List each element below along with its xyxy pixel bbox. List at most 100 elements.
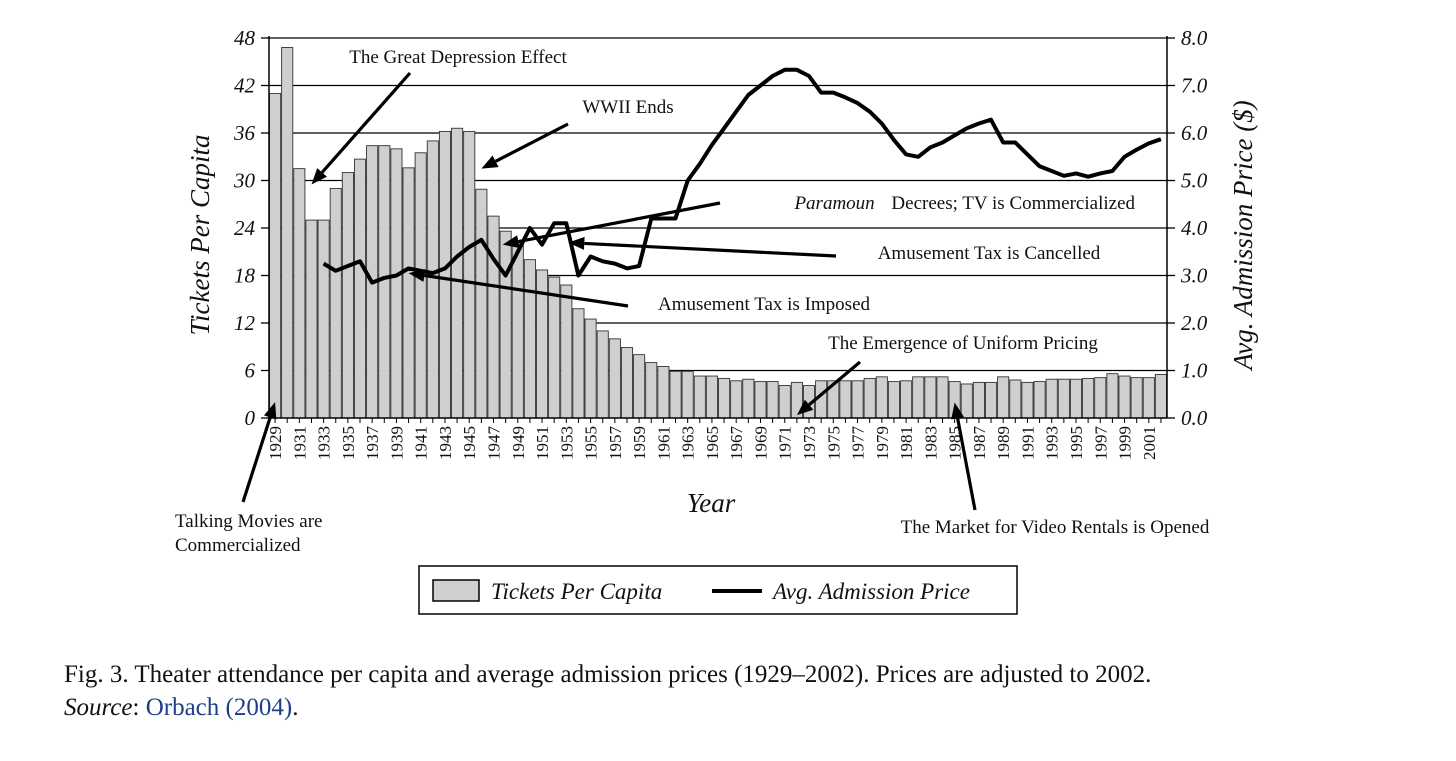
arrow-tax-imposed	[408, 269, 629, 308]
bar	[390, 148, 403, 419]
caption-source-link[interactable]: Orbach (2004)	[145, 694, 293, 721]
y-right-tick-label: 3.0	[1180, 264, 1208, 288]
x-tick-label: 1979	[873, 426, 892, 460]
arrow-head	[502, 235, 520, 248]
bar	[511, 243, 524, 419]
arrow-shaft	[320, 71, 412, 174]
y-left-tick-label: 48	[234, 26, 256, 50]
y-left-tick-label: 24	[234, 216, 256, 240]
x-tick-label: 1951	[533, 426, 552, 460]
y-right-tick-label: 7.0	[1181, 74, 1208, 98]
y-left-tick-label: 30	[233, 169, 256, 193]
bar	[997, 376, 1010, 419]
x-tick-label: 1969	[751, 426, 770, 460]
y-left-tick-label: 18	[234, 264, 256, 288]
x-tick-label: 1983	[921, 426, 940, 460]
bar	[1021, 381, 1034, 419]
bar	[924, 376, 937, 419]
y-left-tick-label: 0	[245, 406, 256, 430]
x-axis-ticks: 1929 1931 1933 1935 1937 1939 1941 1943 1945 1947…	[266, 418, 1162, 461]
x-tick-label: 1957	[606, 426, 625, 461]
bar	[378, 145, 391, 419]
bar	[1009, 379, 1022, 419]
x-tick-label: 1971	[776, 426, 795, 460]
annotation-tax-cancelled: Amusement Tax is Cancelled	[878, 243, 1101, 264]
bar	[912, 376, 925, 419]
bar	[887, 381, 900, 419]
line-series-price	[322, 67, 1162, 285]
bar	[317, 219, 330, 419]
x-tick-label: 1933	[315, 426, 334, 460]
y-axis-left-title: Tickets Per Capita	[185, 135, 215, 336]
bar	[718, 377, 731, 419]
arrow-tax-cancelled	[568, 236, 837, 258]
bar	[742, 378, 755, 419]
bar-series-tickets	[269, 47, 1167, 419]
y-axis-right-title: Avg. Admission Price ($)	[1228, 100, 1258, 371]
bar	[560, 284, 573, 419]
arrow-shaft	[241, 416, 272, 503]
x-tick-label: 1941	[412, 426, 431, 460]
annotation-paramount-italic: Paramoun	[793, 193, 874, 214]
x-tick-label: 1961	[654, 426, 673, 460]
bar	[293, 168, 306, 419]
bar	[487, 215, 500, 419]
legend: Tickets Per Capita Avg. Admission Price	[418, 565, 1018, 615]
arrow-shaft	[956, 417, 977, 511]
bar	[657, 366, 670, 419]
y-left-tick-label: 12	[234, 311, 256, 335]
arrow-shaft	[518, 201, 721, 244]
arrow-paramount	[502, 201, 721, 248]
y-right-tick-label: 8.0	[1181, 26, 1208, 50]
arrow-head	[951, 402, 964, 420]
bar	[1082, 377, 1095, 419]
bar	[936, 376, 949, 419]
x-tick-label: 1949	[509, 426, 528, 460]
bar	[620, 347, 634, 419]
bar	[1154, 374, 1167, 419]
bar	[900, 380, 913, 419]
bar	[681, 370, 694, 419]
bar	[851, 380, 864, 419]
bar	[438, 130, 451, 419]
arrow-head	[311, 168, 327, 185]
x-tick-label: 1943	[436, 426, 455, 460]
bar	[633, 354, 646, 419]
bar	[754, 381, 767, 419]
chart: 0 6 12 18 24 30 36 42 48 0.0 1.0 2.0 3.0 4.0 5.0 6.0 7.…	[175, 26, 1258, 615]
bar	[341, 172, 354, 419]
arrow-wwii-ends	[481, 122, 569, 169]
arrow-head	[481, 155, 499, 169]
arrow-head	[796, 399, 814, 416]
caption-source-end: .	[292, 694, 299, 721]
annotation-uniform-pricing: The Emergence of Uniform Pricing	[828, 333, 1098, 354]
bar	[730, 380, 743, 419]
annotation-tax-imposed: Amusement Tax is Imposed	[658, 294, 871, 315]
legend-label-tickets: Tickets Per Capita	[491, 579, 662, 604]
y-right-tick-label: 6.0	[1181, 121, 1208, 145]
bar	[839, 380, 852, 419]
annotation-wwii-ends: WWII Ends	[582, 97, 673, 118]
arrow-uniform-pricing	[796, 360, 862, 416]
x-tick-label: 2001	[1140, 426, 1159, 460]
x-axis-title: Year	[687, 488, 736, 518]
x-tick-label: 1997	[1091, 426, 1110, 461]
annotation-video-rentals: The Market for Video Rentals is Opened	[901, 517, 1210, 538]
y-left-tick-label: 36	[233, 121, 256, 145]
bar	[1069, 378, 1083, 419]
bar	[548, 276, 561, 419]
bar	[353, 158, 367, 419]
arrow-shaft	[494, 122, 569, 163]
arrow-head	[263, 402, 277, 420]
arrow-shaft	[584, 241, 837, 258]
x-tick-label: 1999	[1116, 426, 1135, 460]
x-tick-label: 1995	[1067, 426, 1086, 460]
annotations: The Great Depression Effect WWII Ends Pa…	[175, 47, 1210, 556]
caption-text: Fig. 3. Theater attendance per capita an…	[64, 661, 1152, 688]
legend-bar-swatch	[432, 579, 480, 602]
bar	[1130, 377, 1143, 419]
x-tick-label: 1953	[557, 426, 576, 460]
bar	[523, 259, 536, 419]
bar	[402, 167, 415, 419]
annotation-talking-movies-line2: Commercialized	[175, 535, 301, 556]
